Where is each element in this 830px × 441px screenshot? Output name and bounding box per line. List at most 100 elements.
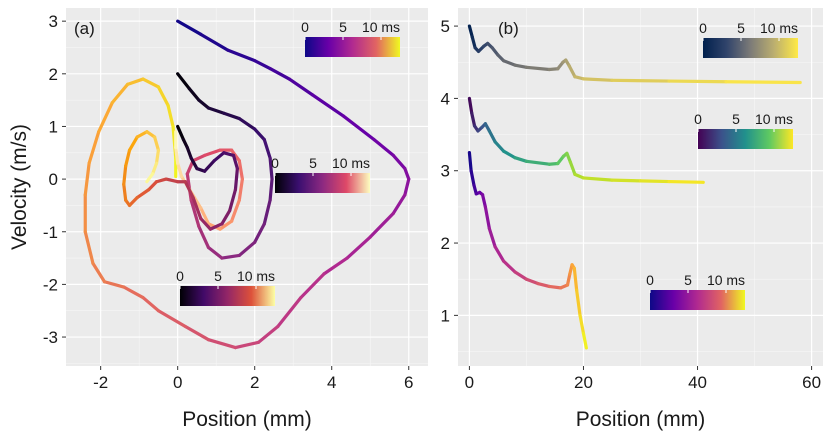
trajectory-segment xyxy=(189,156,199,171)
trajectory-segment xyxy=(141,295,161,313)
trajectory-segment xyxy=(372,138,395,158)
colorbar-1: 0 5 10 ms xyxy=(301,19,400,57)
trajectory-segment xyxy=(513,156,529,163)
trajectory-segment xyxy=(220,209,232,226)
trajectory-segment xyxy=(487,129,497,144)
grid xyxy=(66,8,428,366)
colorbar-label: 10 ms xyxy=(237,268,275,284)
colorbar-label: 0 xyxy=(699,20,707,36)
trajectory-segment xyxy=(97,101,114,134)
y-tick-label: 0 xyxy=(49,170,58,189)
trajectory-segment xyxy=(126,77,145,86)
trajectory-segment xyxy=(199,206,211,226)
trajectory-segment xyxy=(578,313,586,336)
trajectory-segment xyxy=(502,149,517,160)
colorbar-label: 0 xyxy=(271,155,279,171)
trajectory-segment xyxy=(141,77,161,89)
axes: -2 0 2 4 6 -3 -2 -1 0 1 2 3 Position (mm) Velocity (m… xyxy=(8,12,413,431)
panel-a: -2 0 2 4 6 -3 -2 -1 0 1 2 3 Position (mm) Velocity (m… xyxy=(8,8,428,431)
trajectory-segment xyxy=(222,151,236,158)
trajectory-2 xyxy=(174,72,274,260)
trajectory-segment xyxy=(218,219,234,231)
trajectory-segment xyxy=(164,177,180,184)
x-tick-label: 6 xyxy=(404,373,413,392)
trajectory-segment xyxy=(513,63,529,69)
trajectory-segment xyxy=(203,159,216,173)
colorbar-gradient xyxy=(650,290,745,310)
trajectory-segment xyxy=(480,192,487,209)
trajectory-segment xyxy=(83,230,95,265)
x-tick-label: 60 xyxy=(802,373,821,392)
plot-background xyxy=(66,8,428,366)
trajectory-segment xyxy=(183,324,211,342)
trajectory-segment xyxy=(176,124,186,142)
trajectory-segment xyxy=(487,226,497,249)
colorbar-label: 10 ms xyxy=(332,155,370,171)
trajectory-segment xyxy=(483,205,491,231)
trajectory-segment xyxy=(229,148,241,163)
trajectory-segment xyxy=(493,245,506,263)
trajectory-segment xyxy=(467,151,473,173)
trajectory-3 xyxy=(122,124,239,231)
colorbar-label: 0 xyxy=(694,111,702,127)
y-tick-label: 4 xyxy=(441,89,450,108)
trajectory-segment xyxy=(268,156,274,181)
trajectory-segment xyxy=(87,130,101,165)
trajectory-segment xyxy=(345,235,372,260)
trajectory-segment xyxy=(724,80,802,85)
trajectory-segment xyxy=(206,106,226,115)
trajectory-segment xyxy=(208,222,224,231)
colorbar-gradient xyxy=(305,37,400,57)
trajectory-segment xyxy=(206,245,224,260)
panel-b: 0 20 40 60 1 2 3 4 5 Position (mm) (b) 0 5 10 ms 0 5 10 … xyxy=(441,8,823,431)
trajectory-segment xyxy=(156,309,187,329)
x-axis-title: Position (mm) xyxy=(576,408,706,431)
x-tick-label: 2 xyxy=(250,373,259,392)
trajectory-1 xyxy=(467,24,802,85)
trajectory-segment xyxy=(391,153,407,171)
trajectory-segment xyxy=(253,127,266,142)
y-tick-label: 2 xyxy=(441,234,450,253)
panel-label: (a) xyxy=(74,19,95,38)
trajectory-segment xyxy=(524,277,540,286)
trajectory-segment xyxy=(176,161,184,179)
y-tick-label: 3 xyxy=(441,162,450,181)
trajectory-segment xyxy=(191,195,203,221)
y-tick-label: 2 xyxy=(49,65,58,84)
trajectory-segment xyxy=(667,79,728,84)
trajectory-segment xyxy=(403,177,411,197)
trajectory-segment xyxy=(127,195,139,208)
trajectory-segment xyxy=(122,164,128,186)
trajectory-segment xyxy=(572,266,579,292)
colorbar-2: 0 5 10 ms xyxy=(271,155,370,193)
colorbar-gradient xyxy=(703,38,798,58)
trajectory-segment xyxy=(470,111,477,128)
y-tick-label: -1 xyxy=(43,223,58,242)
trajectory-segment xyxy=(322,256,349,276)
trajectory-segment xyxy=(102,280,126,289)
panel-label: (b) xyxy=(498,19,519,38)
trajectory-segment xyxy=(403,166,411,181)
trajectory-segment xyxy=(610,178,643,183)
trajectory-segment xyxy=(156,85,170,107)
trajectory-segment xyxy=(187,86,201,102)
trajectory-segment xyxy=(176,19,203,36)
colorbar-label: 0 xyxy=(176,268,184,284)
trajectory-segment xyxy=(203,148,222,158)
x-tick-label: 20 xyxy=(574,373,593,392)
trajectory-segment xyxy=(122,182,128,202)
colorbar-label: 5 xyxy=(732,111,740,127)
trajectory-segment xyxy=(253,222,266,244)
trajectory-segment xyxy=(166,103,175,129)
trajectory-segment xyxy=(262,198,272,226)
trajectory-segment xyxy=(151,161,159,176)
trajectory-segment xyxy=(228,188,238,213)
trajectory-segment xyxy=(110,82,130,105)
trajectory-segment xyxy=(368,211,395,239)
axes: 0 20 40 60 1 2 3 4 5 Position (mm) xyxy=(441,17,822,431)
trajectory-segment xyxy=(237,240,257,258)
trajectory-segment xyxy=(152,135,161,152)
trajectory-segment xyxy=(237,159,244,181)
trajectory-3 xyxy=(467,151,588,350)
